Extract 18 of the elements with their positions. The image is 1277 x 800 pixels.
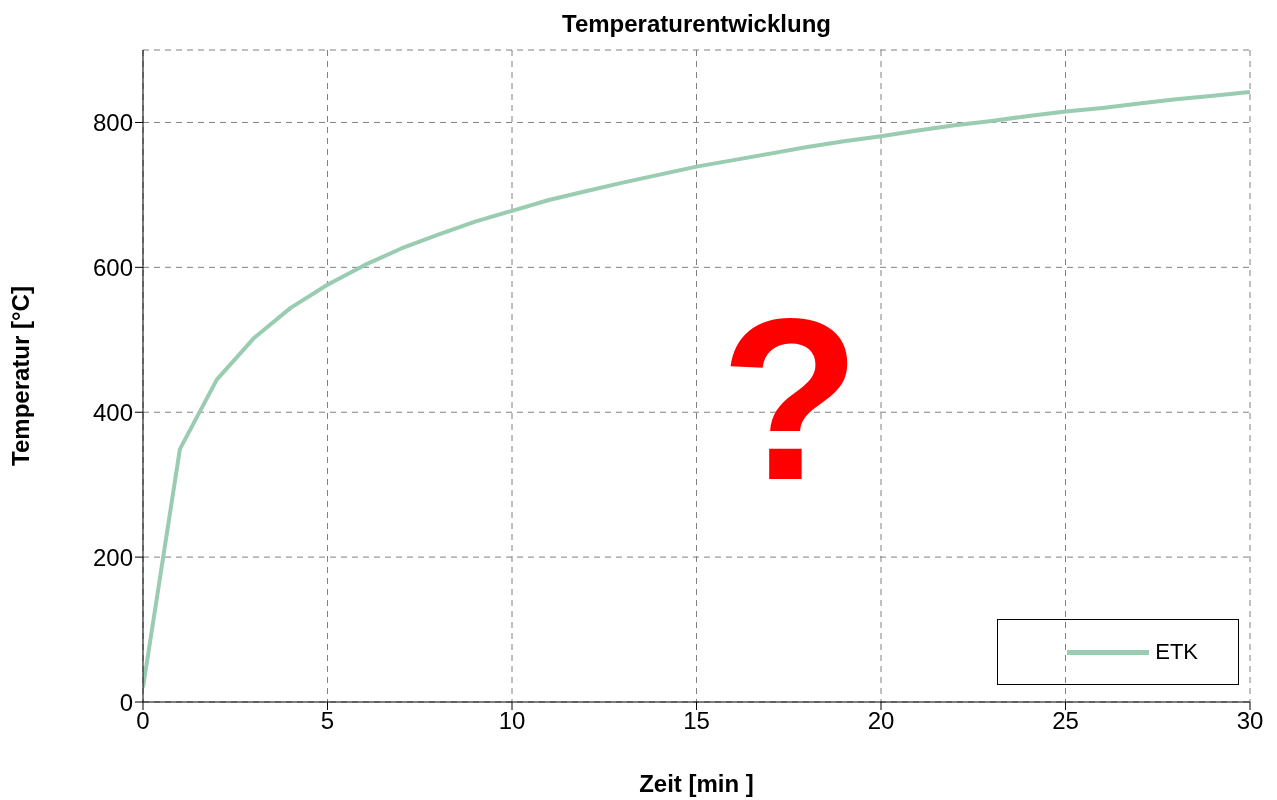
x-tick-label: 25	[1052, 707, 1079, 735]
x-axis-title: Zeit [min ]	[639, 770, 754, 797]
y-tick-label: 0	[119, 688, 133, 716]
line-series	[143, 90, 1250, 690]
x-tick-label: 10	[498, 707, 526, 735]
x-tick-label: 30	[1236, 707, 1264, 735]
chart-title: Temperaturentwicklung	[561, 10, 832, 38]
annotation: ?	[720, 271, 861, 528]
x-tick-label: 0	[136, 707, 150, 735]
x-tick-label: 5	[320, 707, 335, 735]
legend-label: ETK	[1155, 639, 1198, 665]
x-tick-label: 15	[683, 707, 710, 735]
y-tick-label: 800	[92, 108, 133, 136]
y-tick-label: 600	[92, 253, 133, 281]
y-tick-label: 400	[92, 398, 133, 426]
x-tick-label: 20	[867, 707, 895, 735]
y-axis-title: Temperatur [°C]	[6, 286, 34, 466]
y-tick-label: 200	[92, 543, 133, 571]
